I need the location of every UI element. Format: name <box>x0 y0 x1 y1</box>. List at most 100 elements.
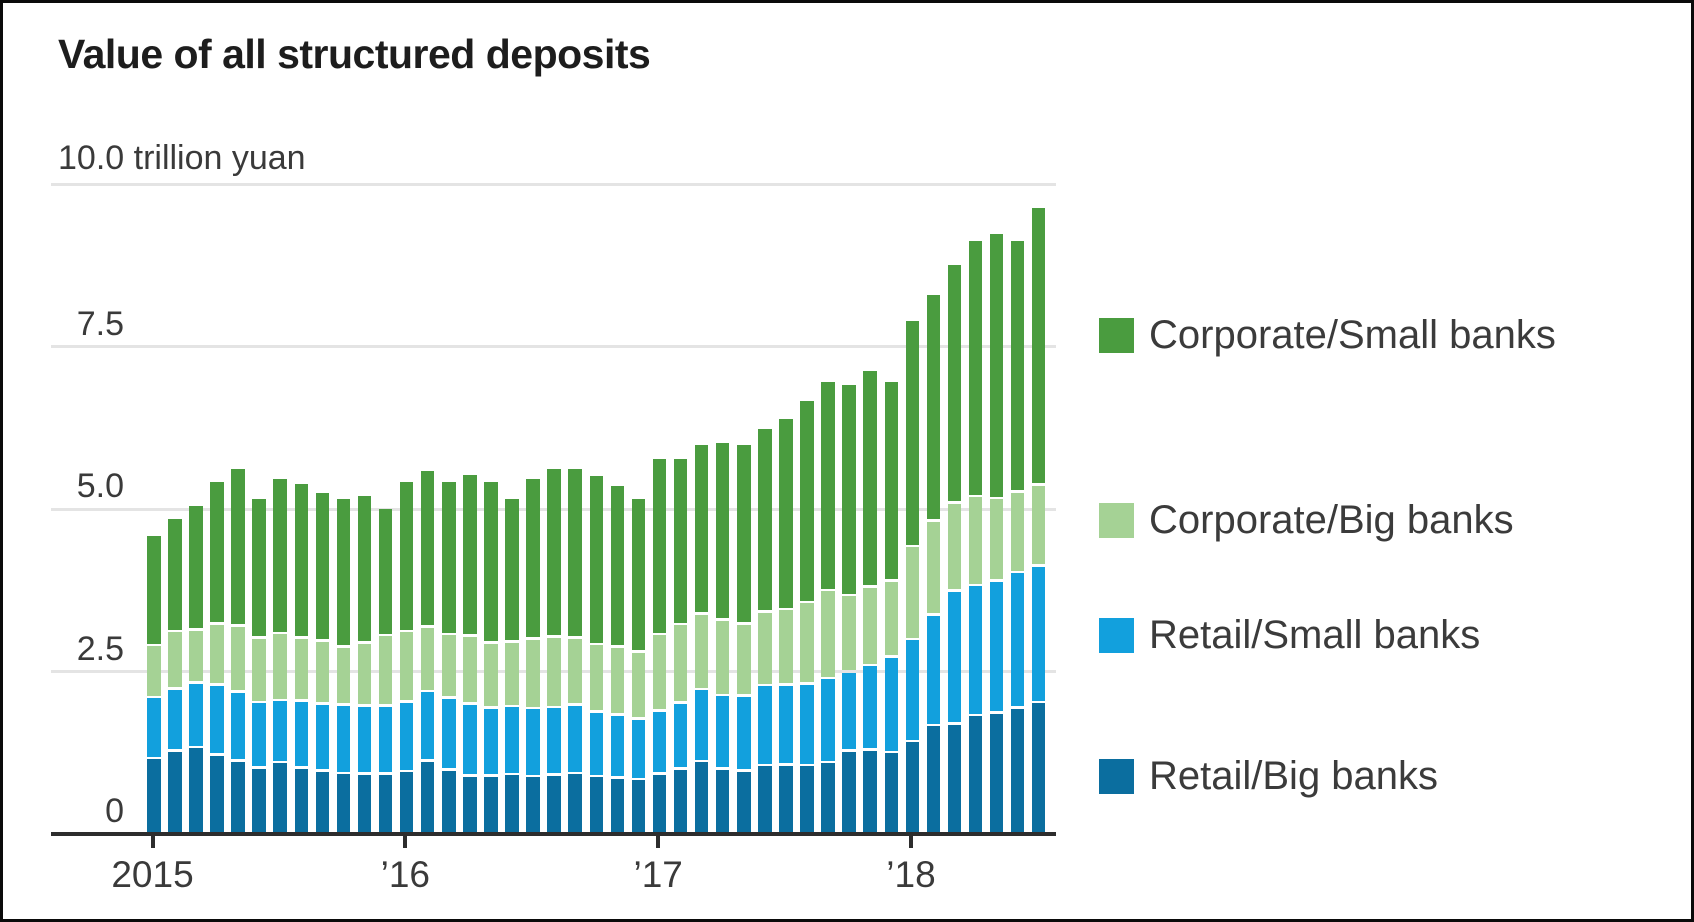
bar-segment <box>442 482 456 633</box>
bar-segment <box>947 724 962 834</box>
legend-swatch-retail-small-banks <box>1099 617 1134 653</box>
gridline-10 <box>51 182 1056 186</box>
bar-segment <box>463 704 477 775</box>
bar-segment <box>989 234 1004 497</box>
bar-segment <box>631 719 646 778</box>
x-axis-tick <box>909 836 913 848</box>
bar-segment <box>842 384 856 594</box>
bar-segment <box>273 763 287 834</box>
bar-segment <box>147 698 161 757</box>
bar-segment <box>547 708 561 774</box>
x-tick-label: 2015 <box>111 854 194 895</box>
bar-segment <box>463 637 477 703</box>
bar-segment <box>442 635 456 697</box>
bar-segment <box>442 770 456 835</box>
bar-segment <box>210 624 224 684</box>
x-axis-tick <box>656 836 661 848</box>
bar-segment <box>884 657 899 751</box>
bar-segment <box>1010 240 1025 491</box>
bar-segment <box>252 638 266 701</box>
bar-segment <box>589 777 604 834</box>
bar-segment <box>610 715 625 777</box>
bar-segment <box>189 505 203 628</box>
bar-segment <box>947 264 962 502</box>
bar-segment <box>694 690 709 760</box>
bar-segment <box>758 429 772 611</box>
bar-segment <box>547 637 561 706</box>
bar-segment <box>989 581 1004 712</box>
bar-segment <box>526 709 540 775</box>
legend-swatch-corporate-big-banks <box>1099 502 1134 538</box>
bar-segment <box>420 692 435 760</box>
bar-segment <box>863 587 877 664</box>
bar-segment <box>737 771 751 834</box>
bar-segment <box>336 648 351 704</box>
legend-label: Retail/Small banks <box>1149 613 1481 657</box>
bar-segment <box>652 635 667 710</box>
bar-segment <box>231 692 245 760</box>
bar-segment <box>505 707 519 773</box>
bar-segment <box>694 762 709 834</box>
bar-segment <box>842 672 856 750</box>
bar-segment <box>926 615 941 724</box>
legend-item-retail-big-banks: Retail/Big banks <box>1099 752 1438 800</box>
bar-segment <box>1031 566 1046 701</box>
bar-segment <box>189 683 203 746</box>
bar-segment <box>315 492 330 640</box>
bar-segment <box>1010 708 1025 835</box>
bar-segment <box>1031 703 1046 835</box>
bar-segment <box>737 624 751 695</box>
y-tick-label-2.5: 2.5 <box>76 629 124 668</box>
bar-segment <box>273 701 287 761</box>
bar-segment <box>758 612 772 684</box>
bar-segment <box>905 320 920 545</box>
bar-segment <box>968 497 983 584</box>
bar-segment <box>231 469 245 625</box>
bar-segment <box>526 479 540 638</box>
bar-segment <box>378 636 393 704</box>
bar-segment <box>294 638 309 700</box>
bar-segment <box>673 458 688 623</box>
bar-segment <box>484 482 498 641</box>
bar-segment <box>589 645 604 711</box>
bar-segment <box>484 708 498 775</box>
bar-segment <box>252 498 266 637</box>
x-tick-label: ’17 <box>633 854 683 895</box>
bar-segment <box>631 780 646 834</box>
bar-segment <box>1010 492 1025 571</box>
bar-segment <box>168 519 182 630</box>
bar-segment <box>821 591 835 677</box>
bar-segment <box>420 627 435 690</box>
bar-segment <box>399 632 414 701</box>
bar-segment <box>926 726 941 834</box>
y-tick-label-0: 0 <box>105 792 124 830</box>
bar-segment <box>1031 208 1046 483</box>
bar-segment <box>610 648 625 714</box>
bar-segment <box>568 638 582 704</box>
bar-segment <box>294 484 309 637</box>
bar-segment <box>589 475 604 643</box>
bar-segment <box>779 610 793 684</box>
bar-segment <box>315 704 330 769</box>
bar-segment <box>420 761 435 835</box>
bar-segment <box>779 418 793 608</box>
bar-segment <box>252 768 266 834</box>
bar-segment <box>610 778 625 834</box>
bar-segment <box>652 774 667 835</box>
bar-segment <box>484 776 498 834</box>
bar-segment <box>737 445 751 623</box>
bar-segment <box>505 499 519 641</box>
bar-segment <box>252 703 266 767</box>
bar-segment <box>378 706 393 773</box>
bar-segment <box>463 475 477 635</box>
bar-segment <box>378 774 393 835</box>
x-axis-tick <box>403 836 408 848</box>
bar-segment <box>568 468 582 637</box>
bar-segment <box>357 706 372 773</box>
bar-segment <box>715 442 730 619</box>
bar-segment <box>1010 573 1025 706</box>
bar-segment <box>273 634 287 699</box>
x-axis-tick <box>150 836 155 848</box>
bar-segment <box>842 752 856 834</box>
bar-segment <box>315 771 330 834</box>
